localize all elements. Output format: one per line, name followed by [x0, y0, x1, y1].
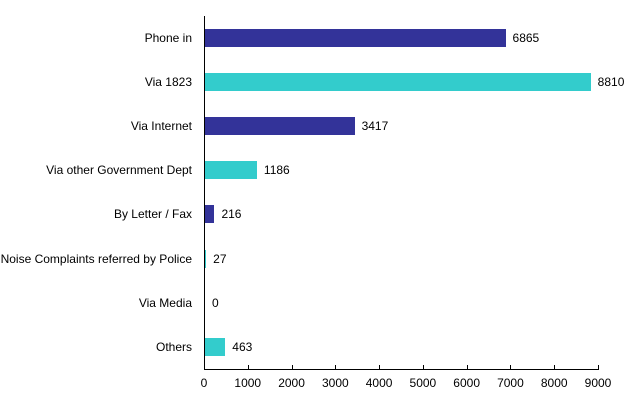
bar [205, 161, 257, 180]
value-label: 1186 [263, 163, 290, 178]
x-tick-label: 5000 [409, 376, 437, 390]
x-tick [554, 365, 555, 369]
x-tick-label: 4000 [365, 376, 393, 390]
x-tick-label: 9000 [584, 376, 612, 390]
x-tick [248, 365, 249, 369]
x-tick [335, 365, 336, 369]
bar [205, 337, 226, 356]
bar [205, 205, 215, 224]
value-label: 216 [221, 207, 242, 222]
value-label: 8810 [597, 75, 625, 90]
category-label: Via 1823 [144, 75, 192, 90]
x-tick [204, 365, 205, 369]
value-label: 0 [212, 295, 219, 310]
x-tick-label: 0 [200, 376, 208, 390]
bar [205, 73, 591, 92]
bar [205, 249, 207, 268]
x-tick-label: 7000 [497, 376, 524, 390]
x-tick-label: 2000 [278, 376, 305, 390]
category-label: Via Internet [130, 119, 192, 134]
category-label: By Letter / Fax [113, 207, 192, 222]
x-tick-label: 1000 [234, 376, 262, 390]
x-tick-label: 6000 [453, 376, 480, 390]
x-tick [510, 365, 511, 369]
bar [205, 117, 355, 136]
x-tick [598, 365, 599, 369]
x-tick-label: 8000 [540, 376, 568, 390]
x-tick [423, 365, 424, 369]
x-tick [379, 365, 380, 369]
category-label: Others [155, 339, 192, 354]
x-tick-label: 3000 [321, 376, 349, 390]
value-label: 3417 [361, 119, 389, 134]
category-label: Phone in [144, 31, 192, 45]
category-label: Via other Government Dept [46, 163, 192, 178]
x-tick [467, 365, 468, 369]
value-label: 463 [232, 339, 253, 354]
value-label: 27 [213, 251, 227, 266]
y-axis-line [204, 16, 205, 370]
bar [205, 29, 506, 47]
category-label: Noise Complaints referred by Police [0, 251, 192, 266]
value-label: 6865 [512, 31, 540, 45]
x-tick [292, 365, 293, 369]
x-axis-line [204, 369, 599, 370]
category-label: Via Media [138, 295, 192, 310]
